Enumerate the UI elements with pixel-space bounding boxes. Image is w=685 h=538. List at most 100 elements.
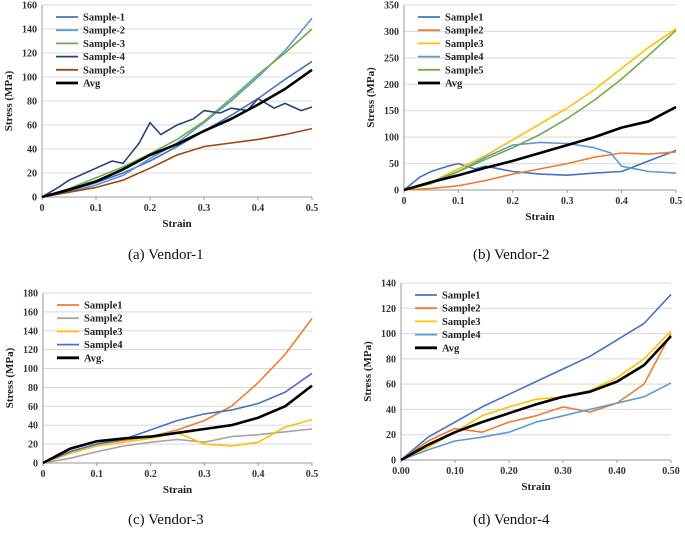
x-axis-title: Strain [163,484,192,496]
legend-label-avg: Avg [442,343,460,354]
legend-label-sample4: Sample4 [84,340,123,351]
y-tick-label: 100 [23,364,38,375]
y-tick-label: 0 [394,186,399,197]
y-tick-label: 20 [28,440,38,451]
x-tick-label: 0.1 [91,469,104,480]
y-tick-label: 80 [386,354,396,365]
x-axis-title: Strain [162,218,191,230]
y-tick-label: 100 [22,73,37,84]
y-tick-label: 180 [23,289,38,300]
y-tick-label: 60 [386,380,396,391]
y-tick-label: 40 [27,145,37,156]
y-tick-label: 60 [27,121,37,132]
legend-label-sample-2: Sample-2 [83,26,125,37]
legend-label-sample4: Sample4 [445,52,484,63]
legend-label-sample2: Sample2 [442,304,481,315]
y-axis-title: Stress (MPa) [362,341,374,402]
y-tick-label: 350 [384,1,399,12]
y-tick-label: 40 [28,421,38,432]
y-tick-label: 50 [389,159,399,170]
y-tick-label: 140 [22,25,37,36]
x-tick-label: 0.5 [306,469,319,480]
series-line-avg [400,335,672,462]
series-line-avg [41,68,313,199]
x-tick-label: 0.20 [500,466,518,477]
legend-label-sample3: Sample3 [445,39,484,50]
chart-vendor-2: 0 50 100 150 200 250 300 350 0 0.1 0.2 0.3 0.4 0.5 Str… [365,1,682,224]
x-tick-label: 0.2 [144,469,157,480]
legend-label-sample2: Sample2 [445,26,484,37]
x-tick-label: 0.4 [615,196,628,207]
x-tick-label: 0.2 [144,203,157,214]
y-tick-label: 160 [23,307,38,318]
series-line-sample2 [403,151,677,191]
y-tick-label: 0 [391,456,396,467]
legend-label-sample2: Sample2 [84,314,123,325]
x-tick-label: 0.10 [446,466,464,477]
series-line-sample-5 [41,127,313,198]
x-tick-label: 0.3 [561,196,574,207]
legend-label-sample1: Sample1 [445,13,484,24]
series-line-avg [42,384,313,465]
chart-vendor-1: 0 20 40 60 80 100 120 140 160 0 0.1 0.2 0.3 0.4 0.5 Str… [3,1,318,231]
series-line-sample3 [42,418,313,464]
y-tick-label: 120 [22,49,37,60]
y-tick-label: 100 [384,133,399,144]
x-tick-label: 0.50 [662,466,680,477]
series-line-sample-3 [41,28,313,198]
series-line-avg [403,105,677,192]
legend-label-sample3: Sample3 [442,317,481,328]
y-tick-label: 300 [384,27,399,38]
x-tick-label: 0.4 [252,469,265,480]
legend-label-sample5: Sample5 [445,65,484,76]
y-axis-title: Stress (MPa) [4,347,16,408]
caption-vendor-2: (b) Vendor-2 [473,247,550,263]
legend-label-sample-4: Sample-4 [83,52,126,63]
legend-label-avg: Avg. [84,353,104,364]
caption-vendor-3: (c) Vendor-3 [128,512,204,528]
x-tick-label: 0.30 [554,466,572,477]
series-line-sample2 [400,333,672,461]
x-tick-label: 0.1 [90,203,103,214]
x-axis-title: Strain [521,481,550,493]
series-line-sample-4 [41,97,313,198]
legend-label-sample-1: Sample-1 [83,13,125,24]
y-tick-label: 20 [386,430,396,441]
chart-vendor-4: 0 20 40 60 80 100 120 140 0.00 0.10 0.20 0.30 0.40 0.… [362,279,680,494]
series-line-sample2 [42,428,313,464]
legend-label-avg: Avg [83,79,101,90]
series-line-sample1 [403,149,677,191]
y-axis-title: Stress (MPa) [365,67,377,128]
series-line-sample3 [403,28,677,191]
y-tick-label: 160 [22,1,37,12]
x-tick-label: 0.3 [198,469,211,480]
y-tick-label: 80 [28,383,38,394]
y-tick-label: 60 [28,402,38,413]
x-tick-label: 0.3 [198,203,211,214]
y-tick-label: 0 [32,193,37,204]
y-tick-label: 40 [386,405,396,416]
x-axis-title: Strain [525,211,554,223]
y-tick-label: 100 [381,329,396,340]
y-axis-title: Stress (MPa) [3,70,15,131]
y-tick-label: 140 [381,279,396,290]
y-tick-label: 140 [23,326,38,337]
y-tick-label: 120 [23,345,38,356]
y-tick-label: 80 [27,97,37,108]
x-tick-label: 0.00 [392,466,410,477]
x-tick-label: 0.4 [252,203,265,214]
x-tick-label: 0 [402,196,407,207]
x-tick-label: 0 [41,469,46,480]
legend-label-sample-5: Sample-5 [83,65,125,76]
legend-label-avg: Avg [445,79,463,90]
series-line-sample4 [42,372,313,464]
x-tick-label: 0.2 [507,196,520,207]
y-tick-label: 0 [33,459,38,470]
x-tick-label: 0.40 [608,466,626,477]
chart-vendor-3: 0 20 40 60 80 100 120 140 160 180 0 0.1 0.2 0.3 0.4 0.5… [4,289,319,497]
y-tick-label: 120 [381,304,396,315]
y-tick-label: 250 [384,53,399,64]
x-tick-label: 0 [40,203,45,214]
legend-label-sample4: Sample4 [442,330,481,341]
caption-vendor-4: (d) Vendor-4 [473,512,550,528]
